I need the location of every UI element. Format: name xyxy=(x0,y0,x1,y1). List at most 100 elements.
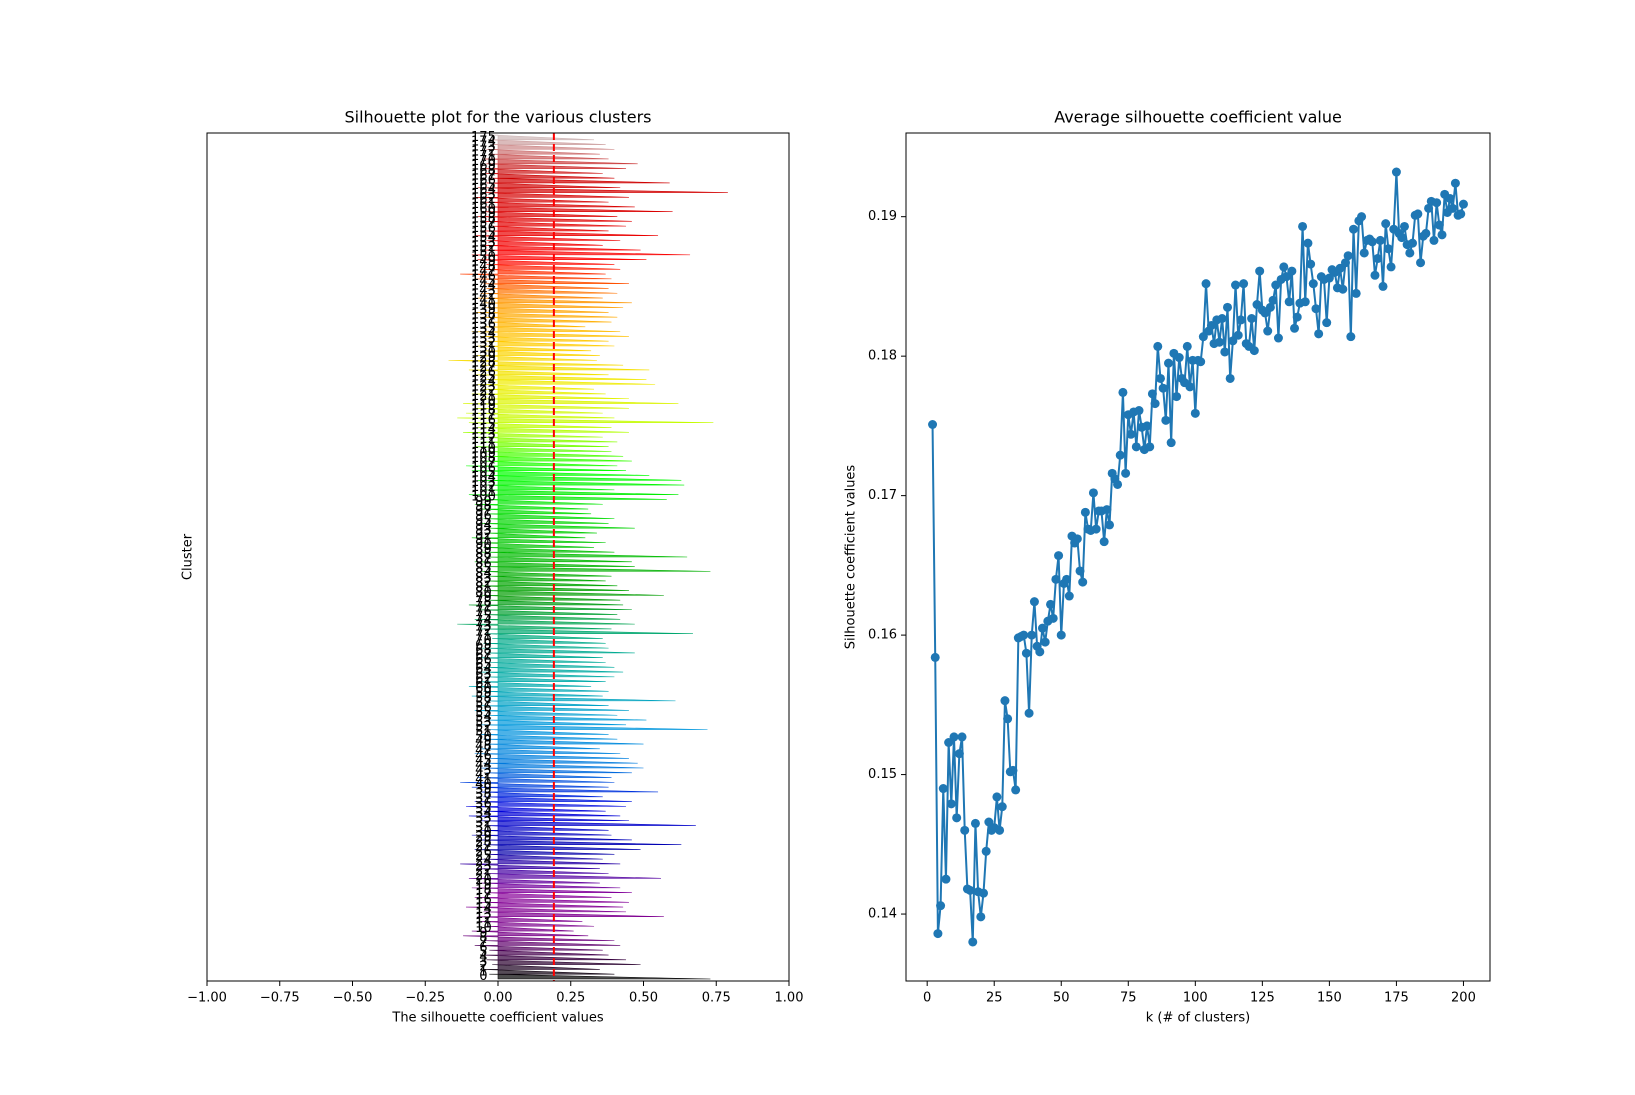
cluster-label: 154 xyxy=(471,231,496,246)
data-point xyxy=(1228,336,1238,346)
data-point xyxy=(1037,623,1047,633)
data-point xyxy=(1134,406,1144,416)
silhouette-cluster xyxy=(471,930,589,937)
cluster-label: 46 xyxy=(475,749,492,764)
silhouette-cluster xyxy=(492,134,595,141)
silhouette-cluster xyxy=(486,307,609,313)
data-point xyxy=(1397,233,1407,243)
cluster-label: 136 xyxy=(471,317,496,332)
y-axis-label: Silhouette coefficient values xyxy=(844,465,859,650)
cluster-label: 56 xyxy=(475,701,492,716)
silhouette-cluster xyxy=(471,470,650,476)
silhouette-cluster xyxy=(474,278,629,284)
data-point xyxy=(1383,244,1393,254)
silhouette-cluster xyxy=(471,393,629,400)
silhouette-cluster xyxy=(477,820,696,826)
cluster-label: 82 xyxy=(475,576,492,591)
cluster-label: 165 xyxy=(471,178,496,193)
cluster-label: 101 xyxy=(471,485,496,500)
data-point xyxy=(1273,333,1283,343)
data-point xyxy=(954,749,964,759)
silhouette-cluster xyxy=(486,599,624,606)
silhouette-cluster xyxy=(480,830,612,836)
data-point xyxy=(1263,326,1273,336)
data-point xyxy=(1437,230,1447,240)
data-point xyxy=(1284,297,1294,307)
data-point xyxy=(1198,332,1208,342)
cluster-label: 32 xyxy=(475,816,492,831)
silhouette-cluster xyxy=(483,810,621,817)
cluster-label: 37 xyxy=(475,792,492,807)
cluster-label: 151 xyxy=(471,245,496,260)
data-point xyxy=(933,929,943,939)
cluster-label: 167 xyxy=(471,168,496,183)
silhouette-cluster xyxy=(480,508,592,515)
silhouette-cluster xyxy=(477,681,592,687)
data-point xyxy=(1035,647,1045,657)
data-point xyxy=(1220,347,1230,357)
chart-title: Silhouette plot for the various clusters xyxy=(344,108,651,127)
data-point xyxy=(1408,238,1418,248)
cluster-label: 65 xyxy=(475,657,492,672)
silhouette-cluster xyxy=(486,455,632,462)
data-point xyxy=(1432,198,1442,208)
data-point xyxy=(1201,279,1211,289)
silhouette-cluster xyxy=(483,643,609,649)
cluster-label: 106 xyxy=(471,461,496,476)
data-point xyxy=(1255,266,1265,276)
silhouette-cluster xyxy=(471,254,647,260)
cluster-label: 53 xyxy=(475,715,492,730)
cluster-label: 83 xyxy=(475,571,492,586)
cluster-label: 52 xyxy=(475,720,492,735)
silhouette-cluster xyxy=(492,638,606,644)
silhouette-cluster xyxy=(463,432,603,438)
silhouette-cluster xyxy=(471,537,606,543)
data-point xyxy=(995,825,1005,835)
cluster-label: 139 xyxy=(471,303,496,318)
cluster-label: 109 xyxy=(471,446,496,461)
data-point xyxy=(1367,237,1377,247)
silhouette-cluster xyxy=(483,249,691,256)
cluster-label: 48 xyxy=(475,739,492,754)
x-tick-label: 0.00 xyxy=(484,991,513,1006)
cluster-label: 64 xyxy=(475,662,492,677)
data-point xyxy=(1359,248,1369,258)
data-point xyxy=(1048,613,1058,623)
data-point xyxy=(992,792,1002,802)
data-point xyxy=(1287,266,1297,276)
silhouette-cluster xyxy=(486,854,603,860)
cluster-label: 90 xyxy=(475,538,492,553)
silhouette-cluster xyxy=(468,686,609,692)
silhouette-cluster xyxy=(483,969,615,975)
data-point xyxy=(1155,373,1165,383)
silhouette-cluster xyxy=(480,364,650,371)
data-point xyxy=(1247,314,1257,323)
cluster-label: 31 xyxy=(475,820,492,835)
cluster-label: 168 xyxy=(471,163,496,178)
data-point xyxy=(1281,272,1291,282)
silhouette-cluster xyxy=(480,336,609,342)
cluster-label: 62 xyxy=(475,672,492,687)
data-point xyxy=(1011,785,1021,795)
silhouette-cluster xyxy=(489,153,609,160)
silhouette-cluster xyxy=(483,350,600,356)
silhouette-cluster xyxy=(483,158,638,165)
x-tick-label: 125 xyxy=(1250,991,1275,1006)
silhouette-cluster xyxy=(463,403,629,409)
data-point xyxy=(1314,329,1324,339)
silhouette-cluster xyxy=(477,384,595,390)
data-point xyxy=(1370,270,1380,280)
x-tick-label: 200 xyxy=(1451,991,1476,1006)
cluster-label: 55 xyxy=(475,705,492,720)
data-point xyxy=(1046,599,1056,609)
data-point xyxy=(938,784,948,794)
cluster-label: 18 xyxy=(475,883,492,898)
silhouette-cluster xyxy=(489,527,597,534)
silhouette-cluster xyxy=(468,877,600,884)
cluster-label: 45 xyxy=(475,753,492,768)
silhouette-cluster xyxy=(483,873,661,879)
cluster-label: 98 xyxy=(475,499,492,514)
cluster-label: 81 xyxy=(475,581,492,596)
cluster-label: 79 xyxy=(475,590,492,605)
silhouette-cluster xyxy=(474,446,612,452)
